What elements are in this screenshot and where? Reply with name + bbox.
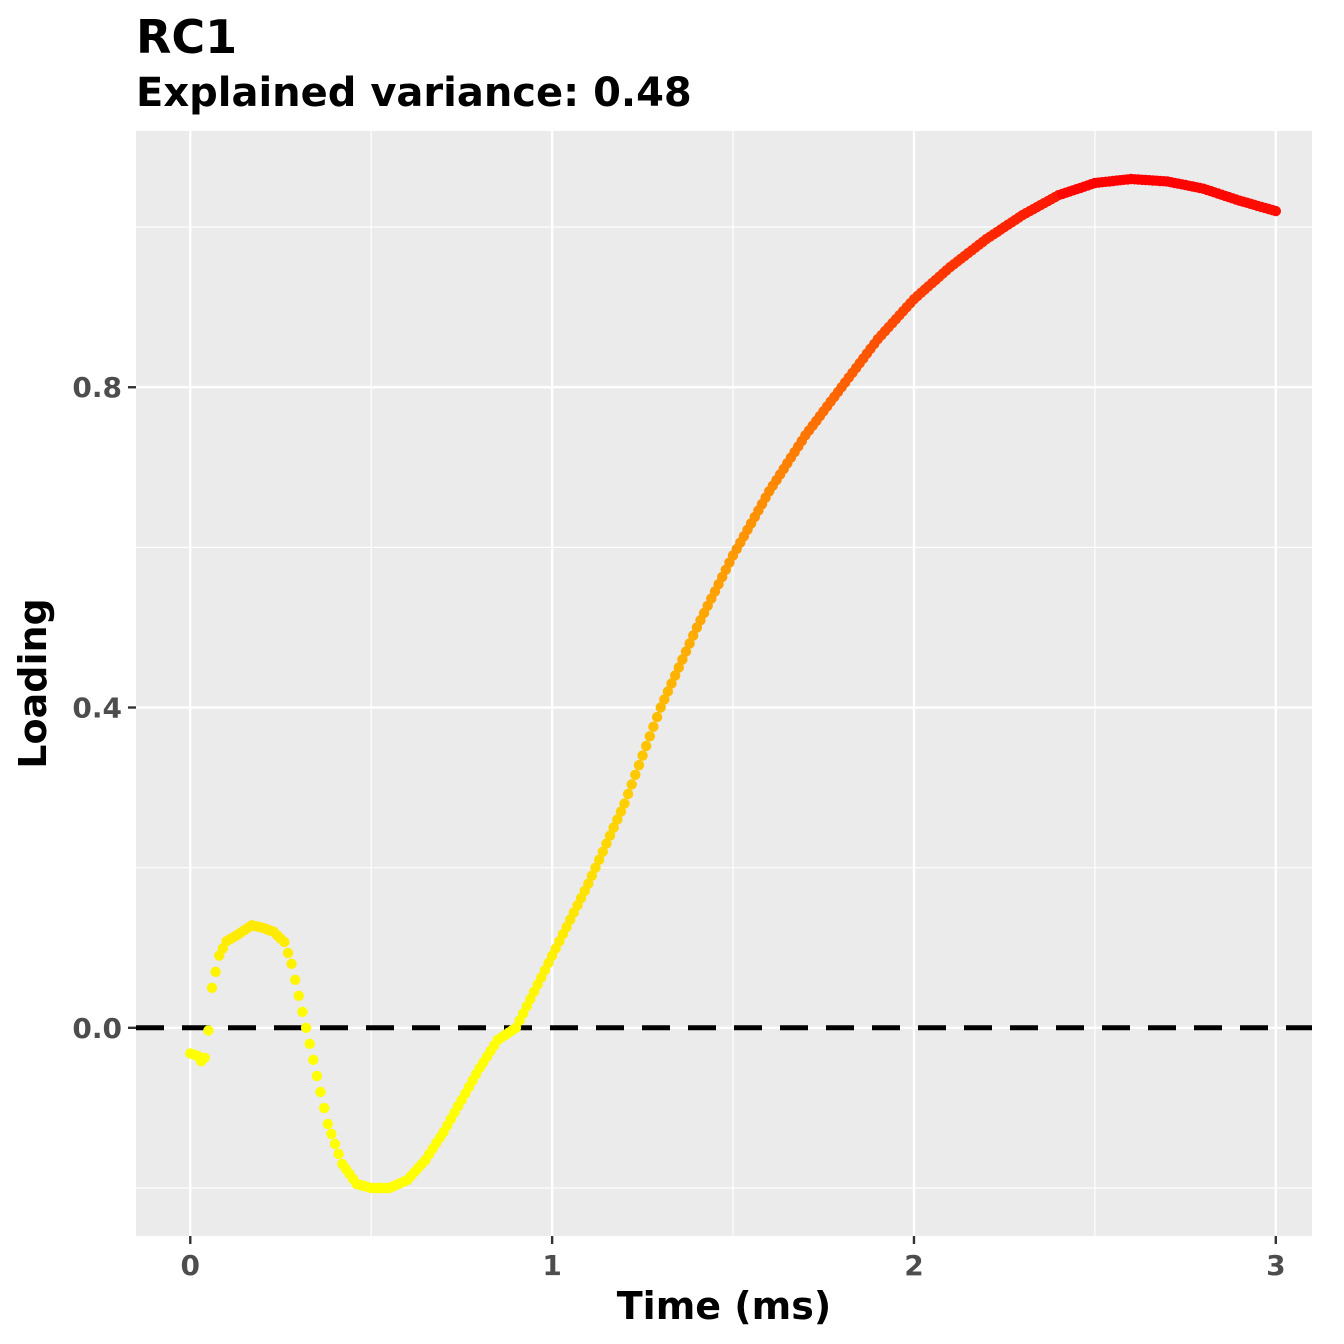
- data-point: [655, 702, 666, 713]
- data-point: [615, 806, 627, 817]
- data-points: [185, 173, 1282, 1194]
- data-point: [673, 662, 684, 673]
- data-point: [666, 678, 677, 689]
- data-point: [586, 870, 598, 881]
- data-point: [651, 711, 663, 723]
- data-point: [1270, 205, 1282, 217]
- data-point: [206, 982, 218, 993]
- minor-grid: [136, 131, 1312, 1236]
- data-point: [304, 1038, 315, 1050]
- data-point: [619, 798, 630, 809]
- x-tick-label: 0: [181, 1249, 200, 1282]
- x-tick-label: 1: [542, 1249, 561, 1282]
- data-point: [210, 966, 221, 977]
- data-point: [633, 760, 645, 771]
- y-axis-ticks: 0.0 0.4 0.8: [72, 371, 136, 1045]
- data-point: [608, 822, 619, 833]
- data-point: [662, 686, 674, 697]
- data-point: [641, 740, 652, 752]
- data-point: [644, 731, 655, 742]
- y-tick-label: 0.0: [72, 1012, 122, 1045]
- plot-panel: [136, 131, 1312, 1236]
- data-point: [297, 1006, 308, 1017]
- data-point: [684, 638, 695, 649]
- data-point: [677, 654, 688, 665]
- data-point: [626, 779, 637, 790]
- data-point: [630, 769, 641, 780]
- data-point: [583, 878, 594, 889]
- data-point: [326, 1128, 337, 1140]
- data-point: [329, 1138, 341, 1150]
- x-tick-label: 2: [904, 1249, 923, 1282]
- data-point: [688, 630, 699, 641]
- data-point: [315, 1086, 326, 1098]
- x-axis-ticks: 0 1 2 3: [181, 1236, 1286, 1282]
- y-axis-title: Loading: [11, 598, 55, 768]
- data-point: [311, 1070, 323, 1082]
- data-point: [612, 814, 623, 825]
- data-point: [670, 670, 681, 681]
- data-point: [322, 1118, 333, 1130]
- data-point: [308, 1054, 319, 1066]
- data-point: [279, 936, 290, 948]
- data-point: [590, 862, 601, 873]
- data-point: [680, 646, 692, 657]
- chart-title: RC1: [136, 10, 238, 64]
- data-point: [199, 1052, 210, 1064]
- data-point: [319, 1102, 330, 1114]
- data-point: [648, 721, 659, 732]
- data-point: [293, 990, 304, 1001]
- x-tick-label: 3: [1266, 1249, 1285, 1282]
- data-point: [333, 1148, 344, 1160]
- chart-subtitle: Explained variance: 0.48: [136, 70, 692, 116]
- x-axis-title: Time (ms): [617, 1284, 832, 1328]
- y-tick-label: 0.8: [72, 371, 122, 404]
- data-point: [203, 1025, 214, 1036]
- data-point: [286, 958, 297, 969]
- data-point: [290, 974, 301, 985]
- data-point: [622, 788, 634, 800]
- data-point: [637, 750, 648, 761]
- data-point: [601, 838, 612, 849]
- data-point: [597, 846, 608, 857]
- data-point: [282, 947, 294, 959]
- data-point: [604, 830, 616, 841]
- data-point: [300, 1022, 312, 1033]
- data-point: [594, 854, 605, 865]
- y-tick-label: 0.4: [72, 692, 122, 725]
- data-point: [659, 694, 670, 705]
